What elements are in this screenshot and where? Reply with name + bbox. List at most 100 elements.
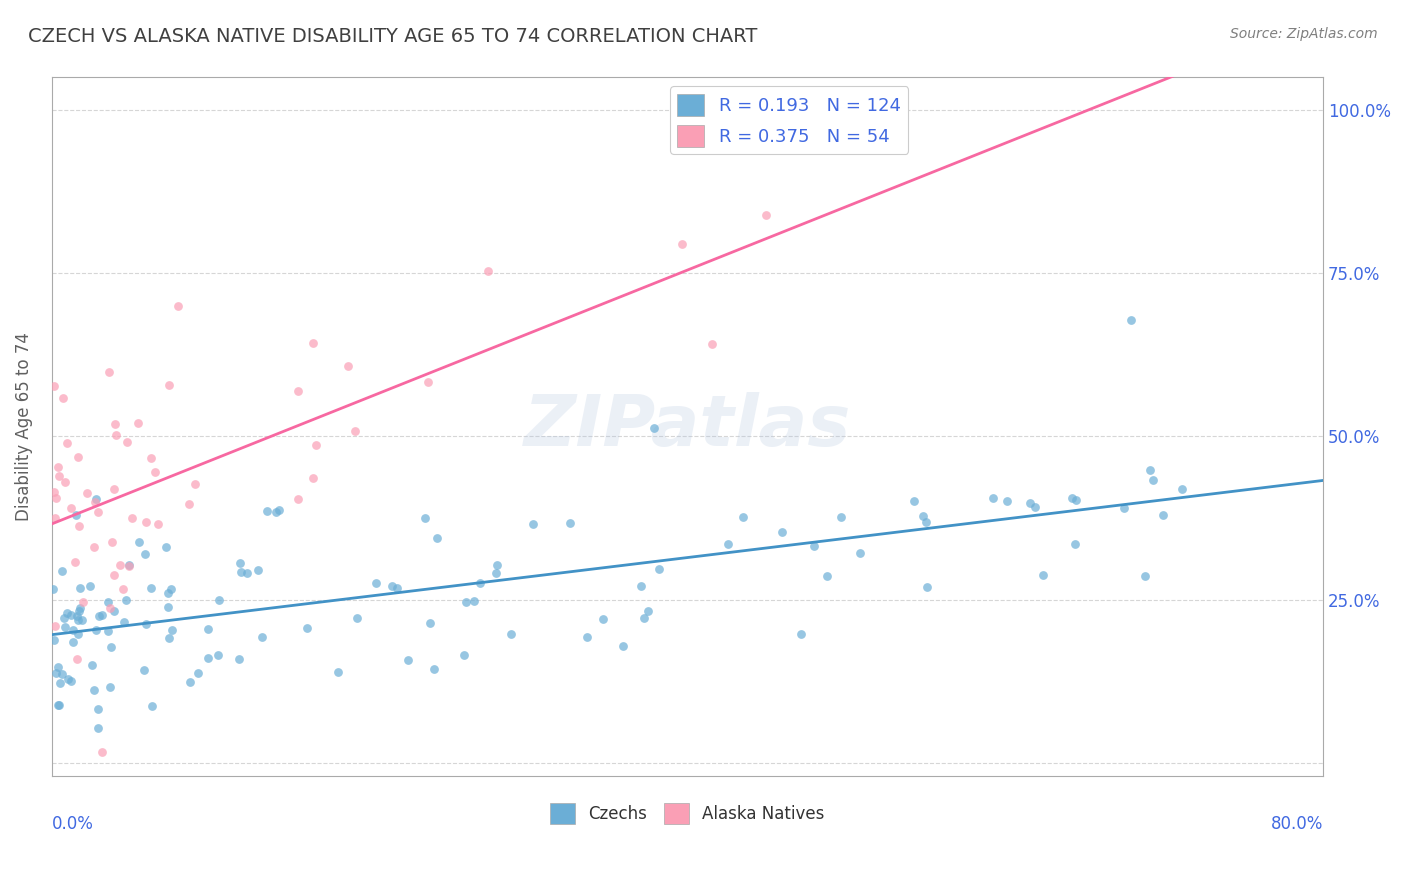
Point — [1064, 536, 1087, 550]
Point — [90, 607, 112, 622]
Point — [207, 648, 229, 662]
Point — [499, 627, 522, 641]
Point — [49, 676, 72, 690]
Point — [97, 595, 120, 609]
Point — [62, 635, 84, 649]
Point — [143, 465, 166, 479]
Point — [1019, 495, 1042, 509]
Point — [84, 623, 107, 637]
Point — [160, 623, 183, 637]
Point — [100, 601, 122, 615]
Point — [69, 581, 91, 595]
Point — [637, 604, 659, 618]
Point — [66, 450, 89, 464]
Point — [1024, 500, 1046, 514]
Point — [111, 582, 134, 597]
Point — [65, 508, 87, 523]
Point — [58, 672, 80, 686]
Point — [250, 630, 273, 644]
Point — [97, 624, 120, 638]
Point — [166, 299, 188, 313]
Point — [301, 335, 323, 350]
Point — [135, 516, 157, 530]
Point — [1142, 473, 1164, 487]
Point — [87, 701, 110, 715]
Point — [159, 582, 181, 597]
Point — [48, 469, 70, 483]
Point — [830, 510, 852, 524]
Point — [128, 535, 150, 549]
Point — [915, 516, 938, 530]
Point — [903, 493, 925, 508]
Point — [56, 436, 79, 450]
Point — [815, 569, 838, 583]
Y-axis label: Disability Age 65 to 74: Disability Age 65 to 74 — [15, 332, 32, 521]
Point — [103, 482, 125, 496]
Point — [995, 494, 1018, 508]
Point — [44, 633, 66, 648]
Point — [700, 337, 723, 351]
Point — [42, 582, 65, 597]
Point — [115, 435, 138, 450]
Point — [671, 237, 693, 252]
Point — [558, 516, 581, 530]
Point — [141, 450, 163, 465]
Point — [118, 559, 141, 574]
Point — [90, 745, 112, 759]
Point — [53, 620, 76, 634]
Point — [648, 562, 671, 576]
Point — [297, 621, 319, 635]
Point — [72, 594, 94, 608]
Point — [1133, 569, 1156, 583]
Point — [287, 384, 309, 398]
Point — [228, 652, 250, 666]
Point — [118, 558, 141, 572]
Point — [454, 595, 477, 609]
Point — [522, 516, 544, 531]
Point — [486, 558, 509, 573]
Point — [264, 505, 287, 519]
Text: ZIPatlas: ZIPatlas — [524, 392, 851, 461]
Point — [52, 611, 75, 625]
Point — [157, 631, 180, 645]
Point — [208, 592, 231, 607]
Point — [396, 653, 419, 667]
Point — [53, 475, 76, 490]
Point — [110, 558, 132, 572]
Point — [100, 640, 122, 654]
Point — [477, 264, 499, 278]
Point — [46, 698, 69, 712]
Point — [346, 611, 368, 625]
Point — [51, 564, 73, 578]
Point — [197, 651, 219, 665]
Point — [419, 615, 441, 630]
Point — [1112, 500, 1135, 515]
Point — [156, 599, 179, 614]
Text: CZECH VS ALASKA NATIVE DISABILITY AGE 65 TO 74 CORRELATION CHART: CZECH VS ALASKA NATIVE DISABILITY AGE 65… — [28, 27, 758, 45]
Point — [733, 509, 755, 524]
Point — [104, 417, 127, 431]
Point — [326, 665, 349, 679]
Point — [42, 485, 65, 500]
Point — [336, 359, 359, 373]
Point — [179, 675, 201, 690]
Point — [633, 610, 655, 624]
Point — [267, 503, 290, 517]
Point — [381, 579, 404, 593]
Point — [127, 416, 149, 430]
Point — [141, 698, 163, 713]
Point — [912, 508, 935, 523]
Text: 80.0%: 80.0% — [1271, 815, 1323, 833]
Point — [83, 540, 105, 554]
Point — [423, 662, 446, 676]
Point — [112, 615, 135, 629]
Point — [1121, 313, 1143, 327]
Point — [98, 365, 121, 379]
Point — [592, 611, 614, 625]
Point — [76, 486, 98, 500]
Point — [229, 556, 252, 570]
Point — [44, 511, 66, 525]
Point — [146, 516, 169, 531]
Point — [1064, 493, 1087, 508]
Point — [803, 539, 825, 553]
